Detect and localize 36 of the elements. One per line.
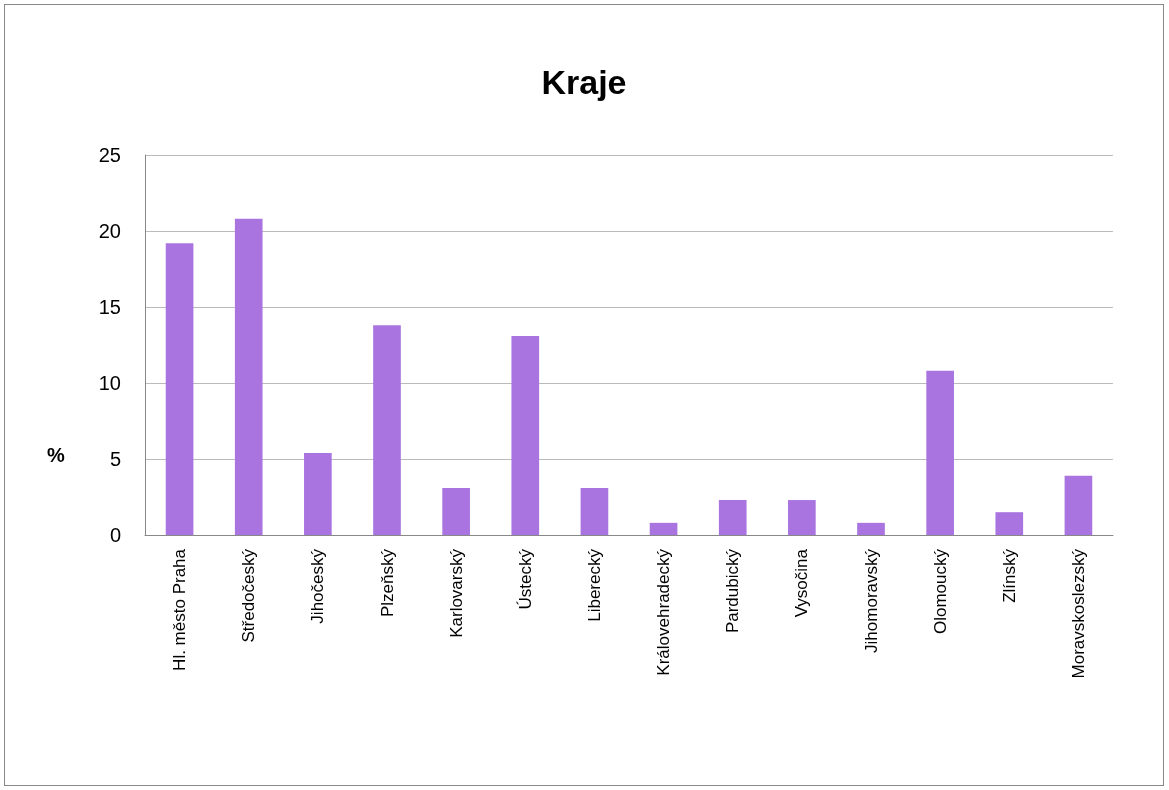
x-tick-label: Královehradecký — [654, 548, 674, 676]
y-tick-label: 0 — [109, 524, 121, 546]
x-tick-label: Vysočina — [792, 548, 812, 618]
bar — [442, 487, 470, 535]
bar — [1064, 475, 1093, 535]
bar — [788, 500, 816, 535]
x-tick-label: Jihomoravský — [861, 548, 881, 653]
x-tick-label: Ústecký — [515, 548, 535, 610]
x-tick-label: Liberecký — [584, 548, 604, 622]
y-tick-label: 10 — [98, 372, 121, 394]
bar — [995, 512, 1024, 535]
x-tick-label: Karlovarský — [446, 548, 466, 638]
bar — [234, 218, 263, 535]
x-tick-label: Plzeňský — [377, 548, 397, 618]
bar — [857, 522, 885, 535]
x-tick-label: Středočeský — [239, 548, 259, 643]
x-tick-label: Pardubický — [723, 548, 743, 634]
y-axis-title: % — [47, 444, 65, 466]
bar — [165, 243, 194, 535]
bar — [304, 452, 332, 535]
x-tick-label: Zlínský — [999, 548, 1019, 603]
chart-title: Kraje — [541, 63, 627, 101]
x-tick-label: Olomoucký — [930, 548, 950, 635]
bar — [718, 500, 747, 535]
y-tick-label: 25 — [98, 144, 121, 166]
y-tick-label: 20 — [98, 220, 121, 242]
bar — [580, 487, 609, 535]
y-tick-label: 15 — [98, 296, 121, 318]
bar — [926, 370, 954, 535]
bar — [649, 522, 678, 535]
y-tick-label: 5 — [109, 448, 121, 470]
x-tick-label: Jihočeský — [308, 548, 328, 624]
x-tick-label: Hl. město Praha — [170, 548, 190, 671]
bar — [373, 325, 401, 535]
x-tick-label: Moravskoslezský — [1068, 548, 1088, 679]
bar — [511, 335, 540, 535]
